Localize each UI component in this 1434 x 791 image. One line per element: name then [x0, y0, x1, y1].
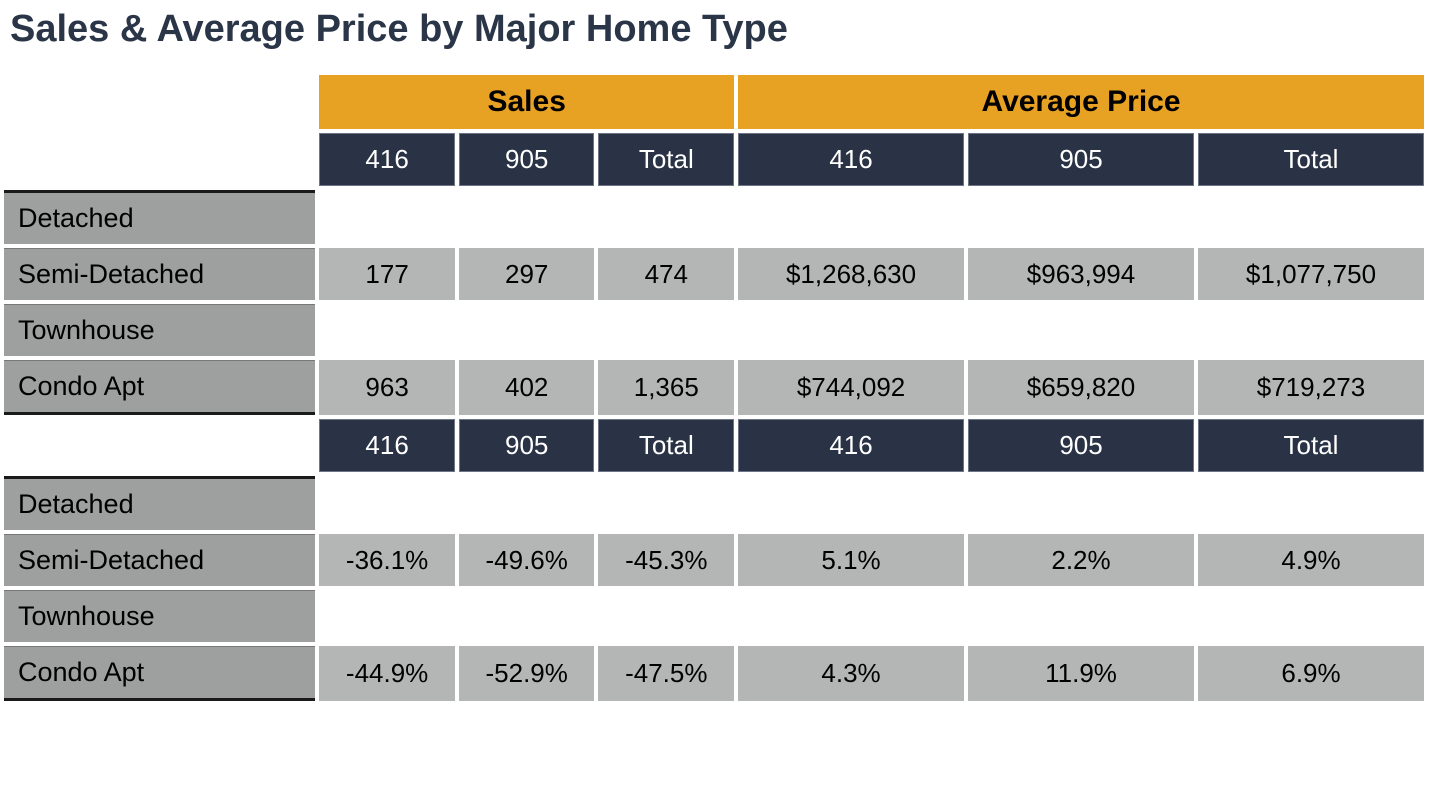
- data-cell: 177: [319, 248, 455, 300]
- table-row: Townhouse -45.2% -53.3% -51.6% 7.6% 5.5%…: [4, 590, 1424, 642]
- subheader-cell: Total: [598, 419, 734, 472]
- data-cell: -45.3%: [598, 534, 734, 586]
- page-title: Sales & Average Price by Major Home Type: [0, 0, 1434, 71]
- table-row: Detached -43.6% -46.9% -46.2% -7.3% -1.9…: [4, 476, 1424, 530]
- row-label: Townhouse: [4, 304, 315, 356]
- row-label: Condo Apt: [4, 646, 315, 701]
- section-subheader: YoY % change 416 905 Total 416 905 Total: [4, 419, 1424, 472]
- data-cell: $1,515,763: [738, 190, 964, 244]
- subheader-cell: 905: [968, 419, 1194, 472]
- data-cell: 6.3%: [1198, 590, 1424, 642]
- subheader-cell: 416: [738, 133, 964, 186]
- data-cell: 200: [319, 304, 455, 356]
- data-cell: 11.9%: [968, 646, 1194, 701]
- table-row: Semi-Detached -36.1% -49.6% -45.3% 5.1% …: [4, 534, 1424, 586]
- row-label: Detached: [4, 190, 315, 244]
- data-cell: $963,545: [738, 304, 964, 356]
- section-caption: YoY % change: [4, 419, 315, 472]
- data-cell: -43.6%: [319, 476, 455, 530]
- table-row: Detached 477 1,726 2,203 $1,515,763 $1,3…: [4, 190, 1424, 244]
- table-row: Condo Apt -44.9% -52.9% -47.5% 4.3% 11.9…: [4, 646, 1424, 701]
- data-cell: 2,203: [598, 190, 734, 244]
- sales-price-table: Sales Average Price July 2022 416 905 To…: [0, 71, 1428, 705]
- row-label: Detached: [4, 476, 315, 530]
- data-cell: 616: [459, 304, 595, 356]
- data-cell: -46.2%: [598, 476, 734, 530]
- data-cell: 4.3%: [738, 646, 964, 701]
- data-cell: $903,899: [1198, 304, 1424, 356]
- data-cell: -45.2%: [319, 590, 455, 642]
- subheader-cell: Total: [1198, 419, 1424, 472]
- data-cell: -46.9%: [459, 476, 595, 530]
- row-label: Semi-Detached: [4, 534, 315, 586]
- data-cell: $659,820: [968, 360, 1194, 415]
- subheader-cell: 905: [459, 133, 595, 186]
- data-cell: 1,365: [598, 360, 734, 415]
- top-header-row: Sales Average Price: [4, 75, 1424, 129]
- data-cell: 816: [598, 304, 734, 356]
- data-cell: 5.1%: [738, 534, 964, 586]
- data-cell: $719,273: [1198, 360, 1424, 415]
- data-cell: $1,268,630: [738, 248, 964, 300]
- data-cell: -3.1%: [1198, 476, 1424, 530]
- subheader-cell: 416: [738, 419, 964, 472]
- data-cell: -1.9%: [968, 476, 1194, 530]
- table-row: Semi-Detached 177 297 474 $1,268,630 $96…: [4, 248, 1424, 300]
- data-cell: -49.6%: [459, 534, 595, 586]
- data-cell: 1,726: [459, 190, 595, 244]
- data-cell: 7.6%: [738, 590, 964, 642]
- subheader-cell: 905: [968, 133, 1194, 186]
- row-label: Semi-Detached: [4, 248, 315, 300]
- data-cell: -7.3%: [738, 476, 964, 530]
- table-row: Townhouse 200 616 816 $963,545 $884,533 …: [4, 304, 1424, 356]
- subheader-cell: 416: [319, 133, 455, 186]
- data-cell: 297: [459, 248, 595, 300]
- data-cell: 6.9%: [1198, 646, 1424, 701]
- data-cell: $1,077,750: [1198, 248, 1424, 300]
- row-label: Townhouse: [4, 590, 315, 642]
- data-cell: $1,362,598: [1198, 190, 1424, 244]
- data-cell: $1,320,269: [968, 190, 1194, 244]
- table-row: Condo Apt 963 402 1,365 $744,092 $659,82…: [4, 360, 1424, 415]
- data-cell: $744,092: [738, 360, 964, 415]
- data-cell: 5.5%: [968, 590, 1194, 642]
- header-sales: Sales: [319, 75, 734, 129]
- data-cell: 402: [459, 360, 595, 415]
- data-cell: 474: [598, 248, 734, 300]
- data-cell: 2.2%: [968, 534, 1194, 586]
- subheader-cell: 905: [459, 419, 595, 472]
- data-cell: 4.9%: [1198, 534, 1424, 586]
- data-cell: 963: [319, 360, 455, 415]
- data-cell: -44.9%: [319, 646, 455, 701]
- subheader-cell: 416: [319, 419, 455, 472]
- row-label: Condo Apt: [4, 360, 315, 415]
- data-cell: $963,994: [968, 248, 1194, 300]
- subheader-cell: Total: [598, 133, 734, 186]
- blank-cell: [4, 75, 315, 129]
- data-cell: $884,533: [968, 304, 1194, 356]
- data-cell: -51.6%: [598, 590, 734, 642]
- data-cell: -53.3%: [459, 590, 595, 642]
- data-cell: -52.9%: [459, 646, 595, 701]
- section-subheader: July 2022 416 905 Total 416 905 Total: [4, 133, 1424, 186]
- data-cell: 477: [319, 190, 455, 244]
- section-caption: July 2022: [4, 133, 315, 186]
- data-cell: -36.1%: [319, 534, 455, 586]
- header-average-price: Average Price: [738, 75, 1424, 129]
- subheader-cell: Total: [1198, 133, 1424, 186]
- data-cell: -47.5%: [598, 646, 734, 701]
